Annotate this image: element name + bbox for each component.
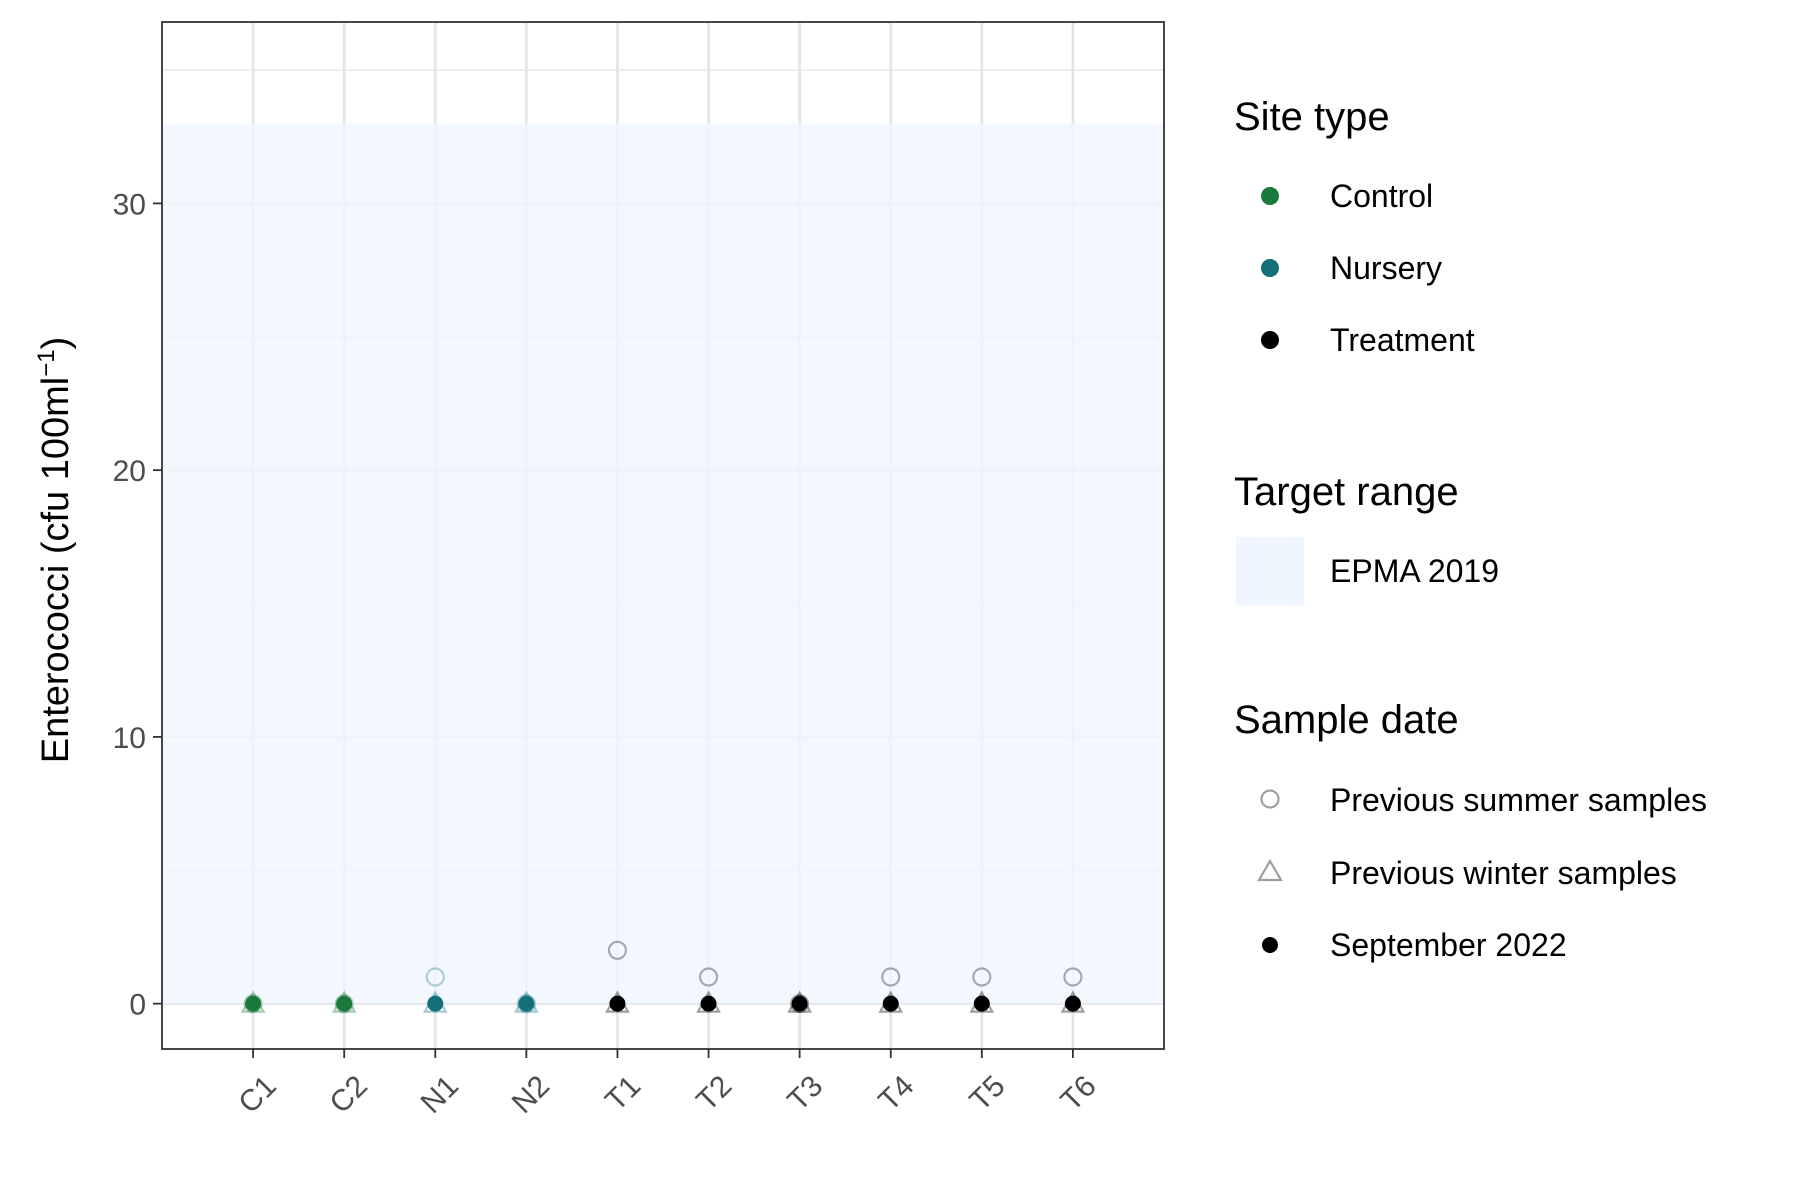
x-tick-label-t4: T4 (872, 1069, 920, 1117)
legend-title-target-range: Target range (1234, 470, 1459, 514)
y-axis-title: Enterococci (cfu 100ml−1) (33, 337, 77, 764)
x-tick-label-c1: C1 (232, 1069, 282, 1119)
september-2022-point-t5 (973, 995, 990, 1012)
previous-summer-samples-point-t6 (1063, 967, 1083, 987)
x-tick-label-t1: T1 (599, 1069, 647, 1117)
september-2022-point-c2 (336, 995, 353, 1012)
september-2022-point-t2 (700, 995, 717, 1012)
y-tick-label-30: 30 (113, 188, 146, 221)
previous-summer-samples-point-t2 (698, 967, 719, 987)
y-tick-label-0: 0 (129, 989, 146, 1022)
y-axis-title-superscript: −1 (33, 349, 60, 376)
legend-target-range: Target range EPMA 2019 (1234, 470, 1499, 605)
legend-key-previous-summer (1260, 789, 1280, 809)
previous-summer-samples-point-t3 (790, 994, 810, 1014)
previous-summer-samples-point-t1 (607, 940, 628, 960)
september-2022-point-n2 (518, 995, 535, 1012)
september-2022-point-t3 (791, 995, 808, 1012)
legend-sample-date: Sample date Previous summer samples Prev… (1234, 698, 1707, 963)
target-range-band (162, 123, 1164, 1004)
previous-summer-samples-point-n1 (425, 967, 445, 987)
legend-title-sample-date: Sample date (1234, 698, 1459, 742)
x-tick-label-t2: T2 (690, 1069, 738, 1117)
september-2022-point-c1 (245, 995, 262, 1012)
previous-summer-samples-point-c1 (243, 994, 263, 1014)
legend-label-september-2022: September 2022 (1330, 927, 1567, 963)
x-tick-label-t5: T5 (964, 1069, 1012, 1117)
legend-key-control (1261, 187, 1279, 205)
y-tick-label-20: 20 (113, 455, 146, 488)
previous-summer-samples-point-t4 (881, 967, 901, 987)
september-2022-point-t6 (1064, 995, 1081, 1012)
x-tick-label-t3: T3 (781, 1069, 829, 1117)
legend-key-september-2022 (1262, 937, 1278, 953)
x-tick-label-n1: N1 (415, 1069, 465, 1119)
september-2022-point-t4 (882, 995, 899, 1012)
x-tick-label-c2: C2 (324, 1069, 374, 1119)
legend-key-nursery (1261, 259, 1279, 277)
legend-key-previous-winter (1257, 858, 1283, 882)
y-tick-label-10: 10 (113, 722, 146, 755)
x-tick-label-t6: T6 (1055, 1069, 1103, 1117)
legend-label-nursery: Nursery (1330, 250, 1442, 286)
legend-key-epma-2019 (1236, 537, 1304, 605)
plot-border (161, 21, 1165, 1050)
previous-summer-samples-point-n2 (516, 994, 536, 1014)
legend-label-control: Control (1330, 178, 1433, 214)
legend-label-previous-winter: Previous winter samples (1330, 855, 1677, 891)
legend-site-type: Site type Control Nursery Treatment (1234, 95, 1475, 358)
previous-summer-samples-point-t5 (972, 967, 992, 987)
legend-label-epma-2019: EPMA 2019 (1330, 553, 1499, 589)
legend-key-treatment (1261, 331, 1279, 349)
legend-label-previous-summer: Previous summer samples (1330, 782, 1707, 818)
legend-title-site-type: Site type (1234, 95, 1390, 139)
previous-summer-samples-point-c2 (334, 994, 354, 1014)
x-tick-label-n2: N2 (506, 1069, 556, 1119)
legend-label-treatment: Treatment (1330, 322, 1475, 358)
september-2022-point-t1 (609, 995, 626, 1012)
september-2022-point-n1 (427, 995, 444, 1012)
